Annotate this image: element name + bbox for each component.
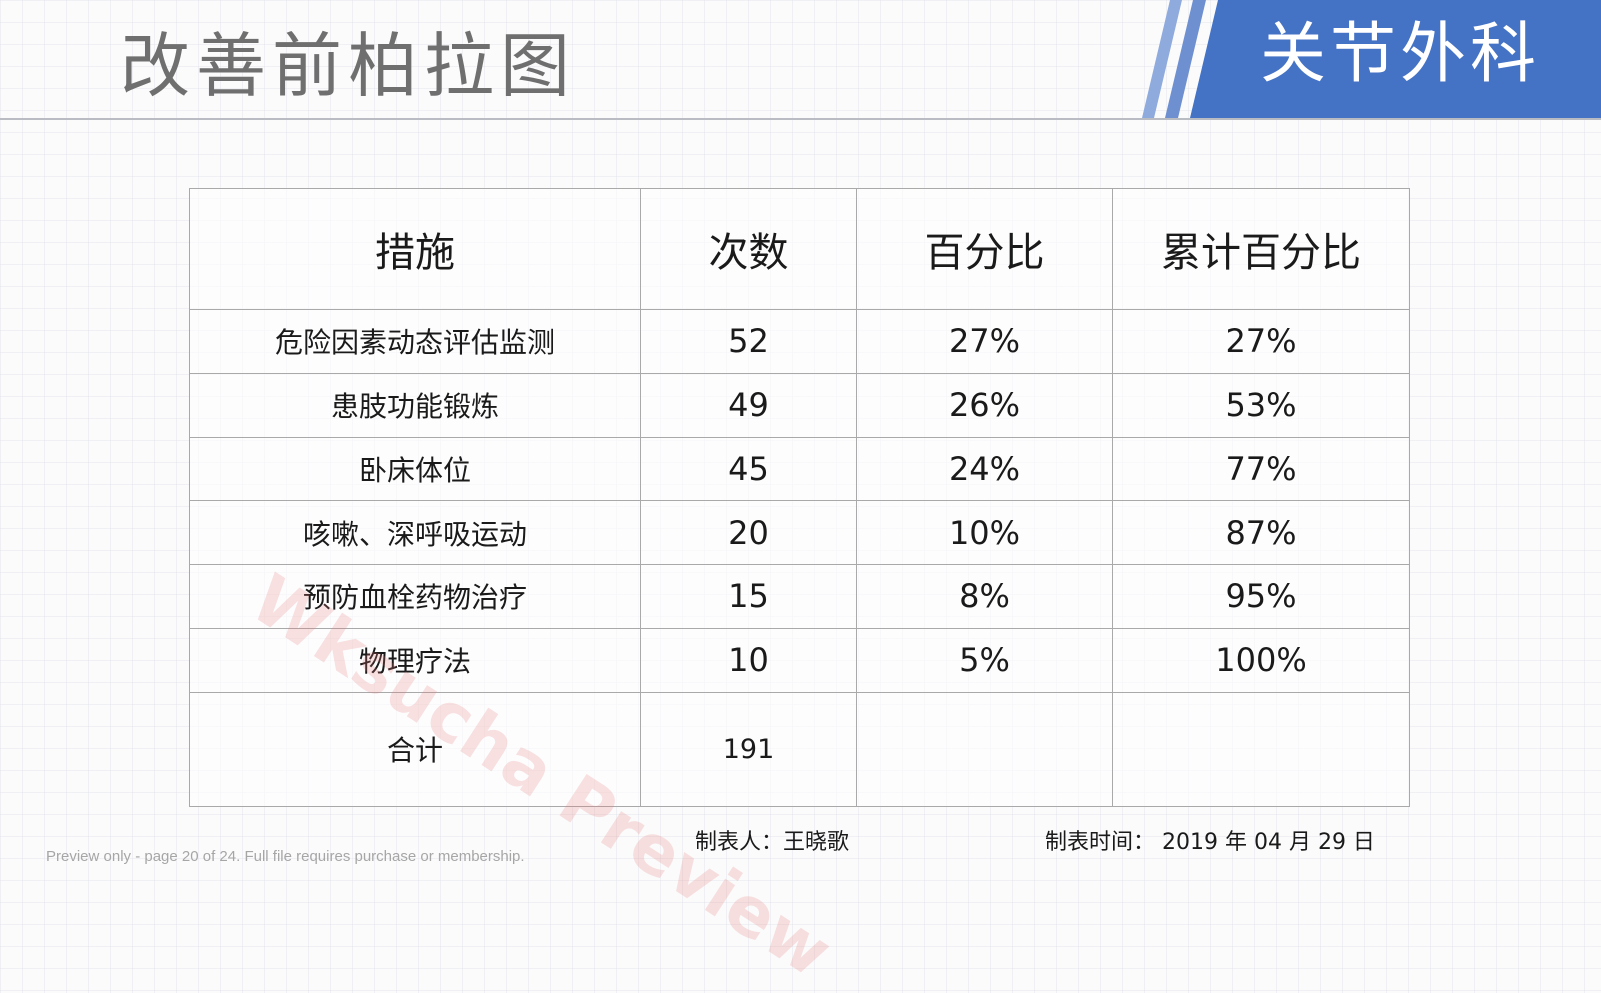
cell-percent: 10% bbox=[856, 500, 1113, 566]
pareto-table-container: 措施 次数 百分比 累计百分比 危险因素动态评估监测 52 27% 27% 患肢… bbox=[189, 188, 1410, 808]
cell-count: 10 bbox=[640, 627, 857, 693]
header-measure: 措施 bbox=[189, 188, 641, 310]
cell-count: 20 bbox=[640, 500, 857, 566]
cell-cumulative: 53% bbox=[1112, 372, 1410, 438]
banner-main-block bbox=[1190, 0, 1601, 118]
cell-cumulative: 77% bbox=[1112, 436, 1410, 502]
table-row: 患肢功能锻炼 49 26% 53% bbox=[189, 372, 1410, 438]
header-divider bbox=[0, 118, 1601, 120]
table-row: 危险因素动态评估监测 52 27% 27% bbox=[189, 309, 1410, 374]
cell-percent: 8% bbox=[856, 564, 1113, 629]
banner-stripes bbox=[1142, 0, 1601, 118]
cell-cumulative: 27% bbox=[1112, 309, 1410, 374]
cell-measure: 物理疗法 bbox=[189, 627, 641, 693]
cell-cumulative: 95% bbox=[1112, 564, 1410, 629]
cell-count: 15 bbox=[640, 564, 857, 629]
cell-total-empty bbox=[1112, 691, 1410, 808]
cell-count: 45 bbox=[640, 436, 857, 502]
banner-stripe-mid bbox=[1165, 0, 1206, 118]
department-banner: 关节外科 bbox=[1120, 0, 1601, 118]
cell-total-empty bbox=[856, 691, 1113, 808]
banner-stripe-light bbox=[1142, 0, 1182, 118]
header-percent: 百分比 bbox=[856, 188, 1113, 310]
table-author: 制表人：王晓歌 bbox=[695, 830, 850, 855]
pareto-table: 措施 次数 百分比 累计百分比 危险因素动态评估监测 52 27% 27% 患肢… bbox=[189, 188, 1410, 808]
table-row: 咳嗽、深呼吸运动 20 10% 87% bbox=[189, 500, 1410, 566]
cell-measure: 咳嗽、深呼吸运动 bbox=[189, 500, 641, 566]
cell-percent: 27% bbox=[856, 309, 1113, 374]
table-date: 制表时间： 2019 年 04 月 29 日 bbox=[1045, 830, 1375, 855]
table-total-row: 合计 191 bbox=[189, 691, 1410, 808]
header-count: 次数 bbox=[640, 188, 857, 310]
cell-measure: 患肢功能锻炼 bbox=[189, 372, 641, 438]
cell-measure: 预防血栓药物治疗 bbox=[189, 564, 641, 629]
cell-percent: 26% bbox=[856, 372, 1113, 438]
cell-total-count: 191 bbox=[640, 691, 857, 808]
department-label: 关节外科 bbox=[1260, 15, 1540, 92]
cell-measure: 危险因素动态评估监测 bbox=[189, 309, 641, 374]
cell-cumulative: 87% bbox=[1112, 500, 1410, 566]
cell-cumulative: 100% bbox=[1112, 627, 1410, 693]
cell-count: 49 bbox=[640, 372, 857, 438]
cell-percent: 24% bbox=[856, 436, 1113, 502]
header-cumulative: 累计百分比 bbox=[1112, 188, 1410, 310]
page-title: 改善前柏拉图 bbox=[120, 25, 576, 107]
table-header-row: 措施 次数 百分比 累计百分比 bbox=[189, 188, 1410, 310]
cell-measure: 卧床体位 bbox=[189, 436, 641, 502]
table-row: 预防血栓药物治疗 15 8% 95% bbox=[189, 564, 1410, 629]
cell-percent: 5% bbox=[856, 627, 1113, 693]
cell-total-label: 合计 bbox=[189, 691, 641, 808]
cell-count: 52 bbox=[640, 309, 857, 374]
table-row: 卧床体位 45 24% 77% bbox=[189, 436, 1410, 502]
preview-notice: Preview only - page 20 of 24. Full file … bbox=[46, 848, 525, 865]
table-row: 物理疗法 10 5% 100% bbox=[189, 627, 1410, 693]
